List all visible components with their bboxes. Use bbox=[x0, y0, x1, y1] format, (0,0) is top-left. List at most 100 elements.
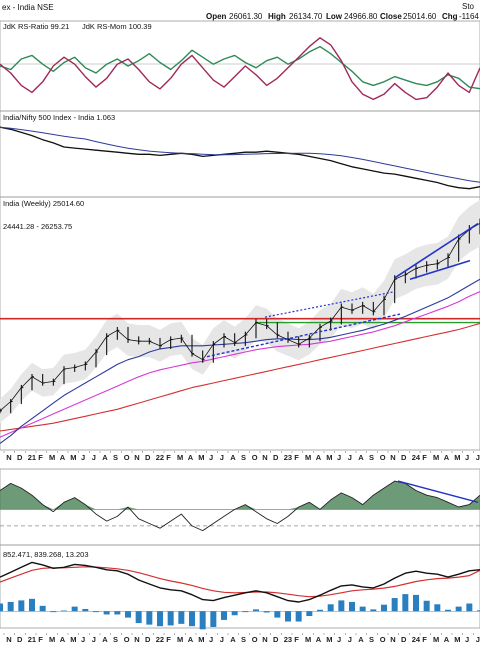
low-value: 24966.80 bbox=[344, 12, 378, 21]
macd-histogram-bar bbox=[135, 611, 142, 624]
macd-histogram-bar bbox=[413, 594, 419, 612]
logo-text: Sto bbox=[462, 2, 475, 11]
price-panel bbox=[0, 200, 480, 444]
x-axis-top-tick-label: 21 bbox=[28, 453, 36, 462]
legend-rs-ratio: JdK RS-Ratio 99.21 bbox=[3, 22, 69, 31]
macd-histogram-bar bbox=[71, 606, 78, 612]
macd-histogram-bar bbox=[221, 611, 227, 620]
x-axis-top-tick-label: J bbox=[209, 453, 213, 462]
x-axis-bottom-tick-label: A bbox=[188, 635, 194, 644]
x-axis-top-tick-label: F bbox=[294, 453, 299, 462]
legend-macd: 852.471, 839.268, 13.203 bbox=[3, 550, 89, 559]
x-axis-bottom-tick-label: M bbox=[326, 635, 332, 644]
close-label: Close bbox=[380, 12, 402, 21]
x-axis-bottom-tick-label: J bbox=[81, 635, 85, 644]
macd-histogram-bar bbox=[7, 601, 14, 612]
x-axis-top-tick-label: D bbox=[273, 453, 279, 462]
x-axis-bottom-tick-label: N bbox=[390, 635, 395, 644]
x-axis-top-tick-label: M bbox=[49, 453, 55, 462]
macd-histogram-bar bbox=[210, 611, 217, 627]
channel-top-line bbox=[394, 222, 479, 279]
macd-histogram-bar bbox=[317, 609, 323, 612]
series-ma-blue bbox=[0, 278, 480, 444]
x-axis-top-tick-label: J bbox=[220, 453, 224, 462]
x-axis-top-tick-label: M bbox=[70, 453, 76, 462]
series-rs-mom-line bbox=[0, 37, 480, 101]
panel-macd-frame bbox=[0, 544, 480, 629]
series-rs-ratio-line bbox=[0, 45, 480, 90]
macd-histogram-bar bbox=[29, 598, 35, 612]
x-axis-bottom-tick-label: D bbox=[17, 635, 23, 644]
macd-histogram-bar bbox=[242, 611, 249, 613]
x-axis-bottom-tick-label: A bbox=[444, 635, 450, 644]
x-axis-bottom-tick-label: A bbox=[60, 635, 66, 644]
macd-histogram-bar bbox=[157, 611, 163, 627]
macd-histogram-bar bbox=[349, 601, 355, 612]
x-axis-top-tick-label: D bbox=[401, 453, 407, 462]
x-axis-top-tick-label: J bbox=[337, 453, 341, 462]
x-axis-bottom-tick-label: J bbox=[209, 635, 213, 644]
macd-histogram-bar bbox=[285, 611, 291, 622]
series-macd-line bbox=[0, 561, 480, 603]
series-relative-strength-average bbox=[0, 126, 480, 183]
macd-histogram-bar bbox=[477, 610, 480, 612]
x-axis-top-tick-label: A bbox=[358, 453, 364, 462]
macd-histogram-bar bbox=[39, 605, 46, 612]
x-axis-bottom-tick-label: S bbox=[113, 635, 118, 644]
macd-histogram-bar bbox=[338, 600, 345, 612]
x-axis-top-tick-label: A bbox=[188, 453, 194, 462]
x-axis-top-tick-label: M bbox=[198, 453, 204, 462]
legend-rs-mom: JdK RS-Mom 100.39 bbox=[82, 22, 152, 31]
low-label: Low bbox=[326, 12, 343, 21]
open-value: 26061.30 bbox=[229, 12, 263, 21]
macd-histogram-bar bbox=[231, 611, 238, 616]
x-axis-top-tick-label: S bbox=[369, 453, 374, 462]
x-axis-top-tick-label: N bbox=[134, 453, 139, 462]
x-axis-top-tick-label: A bbox=[60, 453, 66, 462]
x-axis-bottom-tick-label: A bbox=[316, 635, 322, 644]
x-axis-top-tick-label: 24 bbox=[412, 453, 421, 462]
x-axis-bottom-tick-label: J bbox=[92, 635, 96, 644]
x-axis-bottom-tick-label: F bbox=[38, 635, 43, 644]
macd-histogram-bar bbox=[402, 594, 409, 612]
macd-histogram-bar bbox=[167, 611, 174, 626]
x-axis-bottom-tick-label: 21 bbox=[28, 635, 36, 644]
x-axis-bottom-tick-label: D bbox=[401, 635, 407, 644]
x-axis-top-tick-label: M bbox=[433, 453, 439, 462]
x-axis-top-tick-label: N bbox=[262, 453, 267, 462]
x-axis-top-tick-label: O bbox=[124, 453, 130, 462]
macd-histogram-bar bbox=[103, 611, 110, 615]
macd-histogram-bar bbox=[306, 611, 313, 617]
x-axis-bottom-tick-label: J bbox=[337, 635, 341, 644]
x-axis-bottom-tick-label: A bbox=[102, 635, 108, 644]
macd-histogram-bar bbox=[274, 611, 281, 618]
chart-title: ex - India NSE bbox=[2, 3, 54, 12]
macd-histogram-bar bbox=[146, 611, 153, 625]
oscillator-panel bbox=[0, 480, 480, 532]
x-axis-top-tick-label: A bbox=[444, 453, 450, 462]
x-axis-bottom-tick-label: N bbox=[262, 635, 267, 644]
x-axis-top-tick-label: A bbox=[230, 453, 236, 462]
macd-histogram-bar bbox=[359, 606, 366, 612]
macd-histogram-bar bbox=[423, 600, 430, 612]
x-axis-bottom: N D 21 F M A M J J A S O N D 22 F M A M J J A S O N D 23 F M A M J J A S O N… bbox=[3, 633, 480, 644]
legend-rs-line: India/Nifty 500 Index - India 1.063 bbox=[3, 113, 115, 122]
x-axis-bottom-tick-label: M bbox=[70, 635, 76, 644]
x-axis-bottom-tick-label: M bbox=[49, 635, 55, 644]
x-axis-bottom-tick-label: J bbox=[348, 635, 352, 644]
x-axis-top-tick-label: J bbox=[348, 453, 352, 462]
x-axis-bottom-tick-label: A bbox=[358, 635, 364, 644]
x-axis-bottom-tick-label: M bbox=[305, 635, 311, 644]
series-ma-red bbox=[0, 322, 480, 432]
x-axis-bottom-tick-label: 23 bbox=[284, 635, 292, 644]
x-axis-bottom-tick-label: N bbox=[6, 635, 11, 644]
macd-histogram-bar bbox=[445, 609, 451, 612]
macd-histogram-bar bbox=[178, 611, 185, 624]
x-axis-top-tick-label: M bbox=[177, 453, 183, 462]
relative-strength-panel bbox=[0, 126, 480, 190]
macd-histogram-bar bbox=[50, 611, 57, 613]
macd-histogram-bar bbox=[263, 611, 270, 613]
macd-histogram-bar bbox=[466, 603, 473, 612]
x-axis-top-tick-label: J bbox=[81, 453, 85, 462]
